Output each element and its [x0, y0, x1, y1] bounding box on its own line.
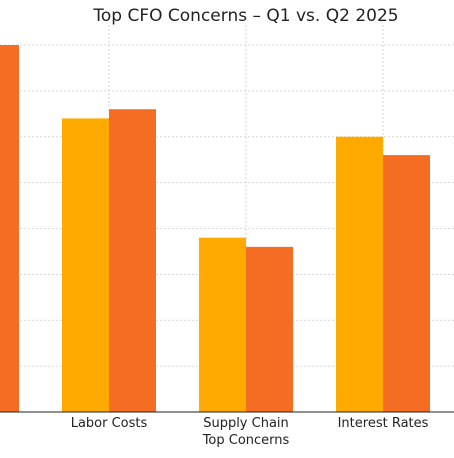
bar-series-1-interest-rates [336, 136, 383, 412]
x-tick-label: Supply Chain [203, 416, 289, 431]
bar-series-1-labor-costs [62, 118, 109, 413]
x-tick-labels: Labor Costs Supply Chain Interest Rates [71, 416, 429, 431]
bar-series-2-labor-costs [109, 109, 156, 412]
x-tick-label: Interest Rates [338, 416, 429, 431]
bar-series-2-supply-chain [246, 246, 293, 412]
x-tick-label: Labor Costs [71, 416, 148, 431]
bars [0, 45, 430, 413]
bar-series-2-interest-rates [383, 155, 430, 412]
bar-series-1-supply-chain [199, 237, 246, 412]
bar-series-2-category-1 [0, 45, 19, 412]
chart-title: Top CFO Concerns – Q1 vs. Q2 2025 [92, 6, 398, 26]
x-axis-label: Top Concerns [202, 433, 290, 448]
